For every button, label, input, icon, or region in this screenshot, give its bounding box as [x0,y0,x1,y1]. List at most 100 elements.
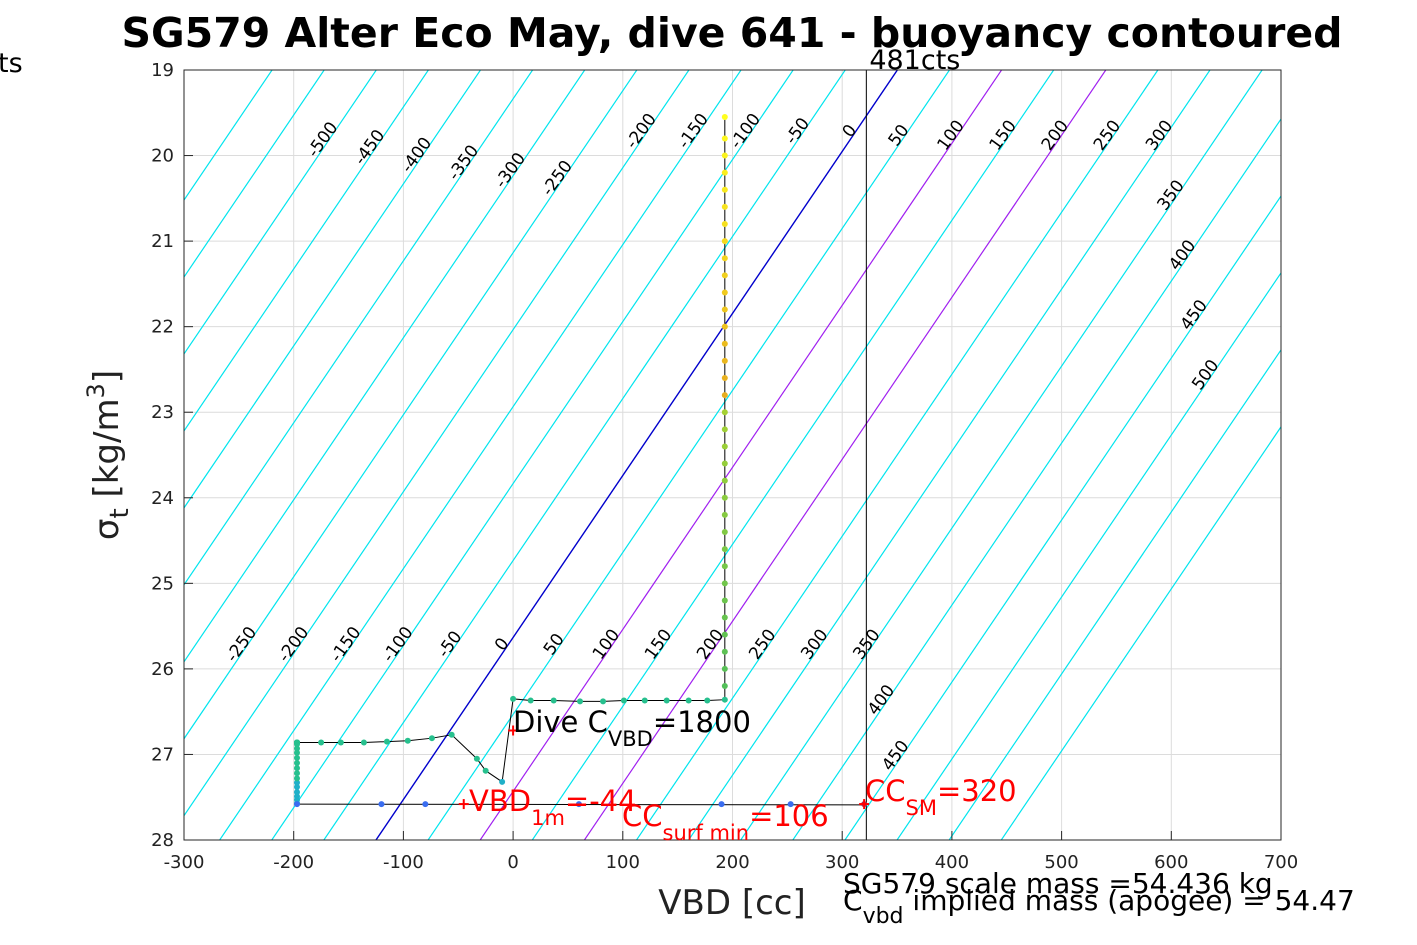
x-tick-label: 400 [935,852,969,873]
dive-point [721,546,728,553]
dive-point [620,697,627,704]
reference-line: 481cts [865,45,960,840]
vertical-line-label: 481cts [869,45,960,76]
dive-point [721,392,728,399]
x-tick-label: -200 [273,852,314,873]
dive-point [337,739,344,746]
vbd-1m-annotation: VBD1m=-44 [469,784,637,830]
x-tick-label: 600 [1154,852,1188,873]
x-tick-label: 500 [1044,852,1078,873]
contour-lines [184,70,1281,840]
dive-point [600,698,607,705]
cyan-contour-line [184,70,534,586]
y-tick-label: 23 [151,402,174,423]
dive-point [527,697,534,704]
footer-scale-mass: SG579 scale mass =54.436 kg [843,867,1273,900]
cyan-contour-line [740,70,1263,840]
dive-point [721,375,728,381]
cyan-contour-line [184,70,482,509]
cyan-contour-line [184,70,690,817]
dive-point [721,597,728,604]
cyan-contour-line [184,70,430,432]
surface-point [575,801,582,808]
dive-point [499,778,506,785]
dive-point [360,739,367,746]
dive-point [721,696,728,703]
axis-ticks: -300 -200 -100 0 100 200 300 400 500 600 700 19 20 21… [151,60,1298,873]
cc-surf-min-annotation: CCsurf min=106 [622,799,829,845]
dive-point [293,754,300,761]
dive-point [721,340,728,347]
cyan-contour-line [184,70,325,279]
dive-point [721,289,728,296]
dive-point [448,731,455,738]
dive-point [721,631,728,638]
dive-point [293,739,300,746]
cyan-contour-line [635,70,1159,840]
cyan-contour-line [271,70,794,840]
dive-point [293,779,300,786]
cyan-contour-line [184,70,378,356]
surface-point [378,801,385,808]
dive-point [721,203,728,210]
dive-point [482,767,489,774]
dive-point [428,735,435,742]
x-tick-label: 300 [825,852,859,873]
cyan-contour-line [844,194,1281,840]
dive-point [721,494,728,501]
dive-point [721,152,728,159]
neutral-buoyancy-line [375,70,899,840]
dive-point [721,306,728,313]
cyan-contour-line [184,70,638,740]
cyan-contour-line [531,70,1055,840]
cyan-contour-line [218,70,742,840]
y-tick-label: 26 [151,659,174,680]
dive-point [293,770,300,777]
y-axis-label-rest: [kg/m [87,398,127,508]
dive-point [293,775,300,782]
dive-point [721,460,728,467]
y-axis-label-main: σ [87,519,127,541]
footer-implied-mass: Cvbd implied mass (apogee) = 54.47 [843,884,1355,929]
dive-point [721,169,728,176]
dive-point [293,749,300,756]
dive-point [721,323,728,330]
x-axis-label: VBD [cc] [658,883,806,923]
dive-point [721,272,728,279]
y-tick-label: 21 [151,231,174,252]
surface-point [422,801,429,808]
dive-point [510,695,517,702]
magenta-contour-line [583,70,1107,840]
y-axis-label-close: ] [87,370,127,383]
y-tick-label: 25 [151,573,174,594]
y-axis-label-sub: t [105,508,135,518]
x-tick-label: 100 [606,852,640,873]
dive-point [721,409,728,416]
cyan-contour-line [687,70,1211,840]
dive-point [383,738,390,745]
cc-sm-annotation: CCSM=320 [865,774,1017,820]
svg-text:σt [kg/m3]: σt [kg/m3] [82,370,135,540]
y-tick-label: 22 [151,317,174,338]
dive-point [293,760,300,766]
dive-point [721,186,728,193]
dive-point [721,443,728,450]
dive-point [721,529,728,535]
dive-point [293,793,300,800]
dive-point [721,357,728,364]
y-tick-label: 28 [151,830,174,851]
y-tick-label: 20 [151,146,174,167]
dive-point [685,697,692,704]
dive-point [293,789,300,796]
dive-point [577,698,584,705]
dive-point [721,238,728,245]
dive-point [293,745,300,752]
dive-point [663,697,670,704]
dive-point [404,737,411,744]
x-tick-label: 700 [1264,852,1298,873]
y-tick-label: 24 [151,488,174,509]
x-tick-label: -100 [383,852,424,873]
dive-point [318,739,325,746]
x-tick-label: -300 [164,852,205,873]
